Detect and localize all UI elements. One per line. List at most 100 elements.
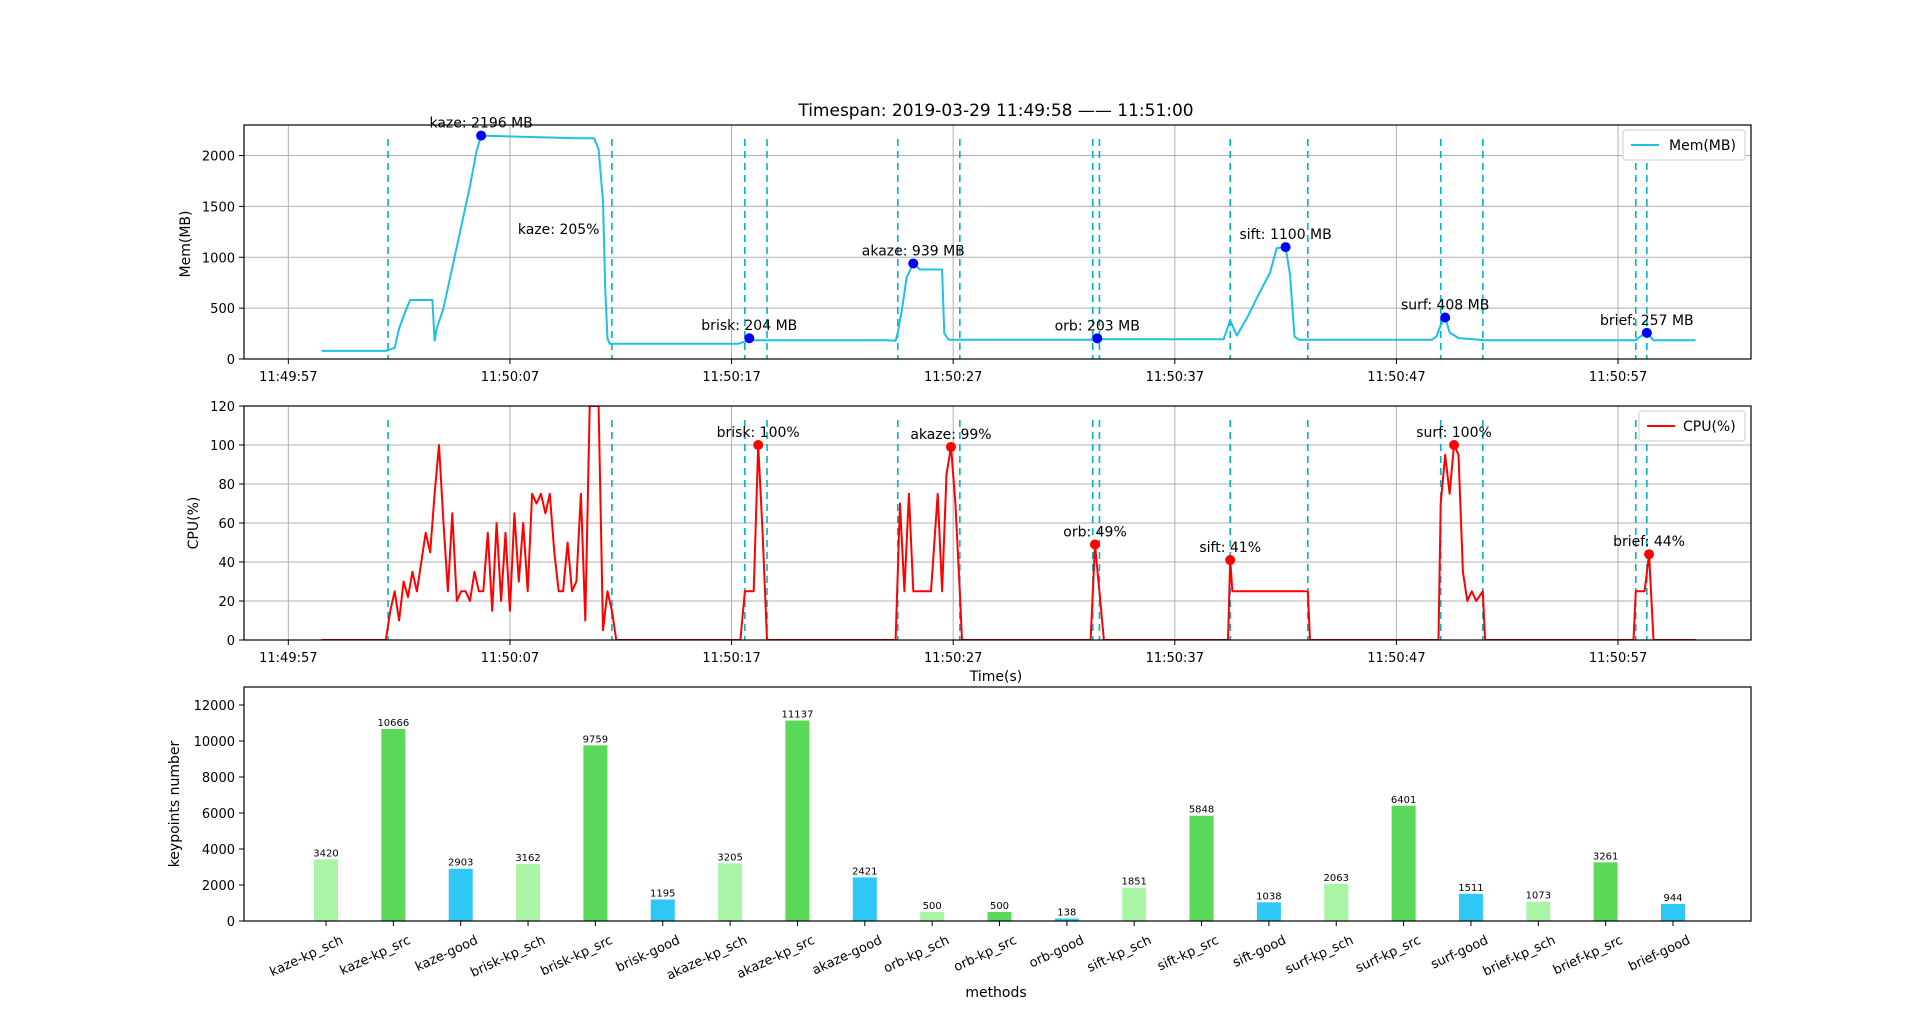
keypoints-bar-value-label: 10666: [377, 718, 409, 729]
keypoints-bar-value-label: 2063: [1324, 873, 1349, 884]
keypoints-bar-value-label: 944: [1663, 893, 1682, 904]
memory-legend: Mem(MB): [1622, 129, 1746, 161]
memory-y-tick-label: 1500: [202, 200, 235, 215]
keypoints-x-tick-label: akaze-kp_src: [735, 933, 817, 982]
cpu-y-tick-label: 40: [218, 556, 235, 571]
memory-peak-marker: [908, 258, 919, 269]
cpu-peak-marker: [945, 441, 956, 452]
keypoints-bar-value-label: 1195: [650, 888, 675, 899]
keypoints-x-tick-label: brisk-kp_src: [539, 933, 616, 979]
memory-peak-label: sift: 1100 MB: [1239, 227, 1331, 243]
cpu-y-tick-label: 0: [227, 634, 235, 649]
keypoints-bar-value-label: 500: [990, 901, 1009, 912]
keypoints-y-tick-label: 4000: [202, 843, 235, 858]
chart-title: Timespan: 2019-03-29 11:49:58 —— 11:51:0…: [797, 101, 1193, 121]
keypoints-bar: [1661, 904, 1685, 921]
cpu-peak-label: orb: 49%: [1063, 524, 1127, 540]
keypoints-bar: [1189, 815, 1214, 921]
keypoints-x-tick-label: brief-kp_src: [1551, 933, 1625, 978]
memory-x-tick-label: 11:50:27: [924, 370, 982, 385]
cpu-plot-frame: [243, 405, 1752, 641]
keypoints-bar: [1054, 918, 1079, 921]
keypoints-x-tick-label: surf-kp_src: [1353, 933, 1423, 976]
cpu-y-axis-label: CPU(%): [186, 497, 202, 550]
cpu-panel: CPU(%) Time(s) 11:49:57 11:50:07 11:50:17 1…: [186, 400, 1752, 685]
memory-x-tick-label: 11:50:57: [1589, 370, 1647, 385]
cpu-peak-marker: [1090, 539, 1101, 550]
keypoints-bar-value-label: 11137: [782, 710, 814, 721]
memory-peak-marker: [1641, 327, 1652, 338]
keypoints-bar: [1324, 883, 1349, 921]
keypoints-panel: keypoints number methods 0 2000 4000 6000 80…: [167, 686, 1752, 1001]
memory-y-tick-label: 2000: [202, 150, 235, 165]
keypoints-bar-value-label: 3261: [1593, 851, 1618, 862]
keypoints-y-axis-label: keypoints number: [167, 740, 183, 867]
memory-series-line: [321, 134, 1696, 352]
keypoints-y-tick-label: 10000: [194, 735, 235, 750]
keypoints-plot-frame: [243, 686, 1752, 922]
cpu-x-axis-label: Time(s): [969, 669, 1022, 685]
keypoints-bar-value-label: 6401: [1391, 795, 1416, 806]
cpu-y-tick-label: 20: [218, 595, 235, 610]
memory-y-tick-label: 1000: [202, 251, 235, 266]
keypoints-bar: [448, 868, 473, 921]
keypoints-bar-value-label: 1511: [1458, 883, 1483, 894]
keypoints-bar: [1122, 887, 1147, 921]
memory-panel: Timespan: 2019-03-29 11:49:58 —— 11:51:0…: [178, 101, 1752, 385]
keypoints-x-tick-label: brief-kp_sch: [1481, 933, 1558, 980]
memory-peak-label: kaze: 2196 MB: [429, 116, 532, 132]
keypoints-y-tick-label: 0: [227, 915, 235, 930]
keypoints-bar: [1256, 902, 1281, 921]
cpu-peak-label: brief: 44%: [1613, 534, 1685, 550]
memory-x-tick-label: 11:50:37: [1146, 370, 1204, 385]
keypoints-bar-value-label: 3420: [313, 848, 338, 859]
memory-peak-marker: [476, 130, 487, 141]
cpu-peak-label: surf: 100%: [1416, 425, 1492, 441]
memory-y-axis-label: Mem(MB): [178, 211, 194, 278]
keypoints-bar-value-label: 2421: [852, 866, 877, 877]
cpu-y-tick-label: 120: [210, 400, 235, 415]
keypoints-bar-value-label: 3162: [515, 853, 540, 864]
keypoints-x-tick-label: sift-good: [1231, 933, 1289, 971]
memory-x-tick-label: 11:50:17: [702, 370, 760, 385]
keypoints-bar: [381, 729, 406, 921]
keypoints-y-tick-label: 6000: [202, 807, 235, 822]
keypoints-bar-value-label: 3205: [717, 852, 742, 863]
keypoints-x-tick-label: brisk-kp_sch: [468, 933, 547, 981]
cpu-peak-label: sift: 41%: [1199, 540, 1261, 556]
cpu-peak-label: akaze: 99%: [910, 427, 991, 443]
keypoints-bar: [718, 863, 743, 921]
cpu-x-tick-label: 11:50:37: [1146, 651, 1204, 666]
kaze-cpu-note: kaze: 205%: [518, 222, 600, 238]
memory-y-tick-label: 0: [227, 353, 235, 368]
cpu-peak-marker: [1225, 555, 1236, 566]
keypoints-bar: [583, 745, 608, 921]
keypoints-y-tick-label: 2000: [202, 879, 235, 894]
keypoints-x-tick-label: sift-kp_sch: [1085, 933, 1154, 976]
memory-peak-label: akaze: 939 MB: [862, 243, 965, 259]
memory-peak-label: surf: 408 MB: [1401, 297, 1489, 313]
keypoints-bar: [650, 899, 675, 921]
cpu-peak-marker: [1449, 440, 1460, 450]
keypoints-bar-value-label: 1073: [1526, 891, 1551, 902]
memory-peak-marker: [744, 333, 755, 344]
cpu-legend: CPU(%): [1638, 410, 1746, 442]
memory-x-tick-label: 11:50:47: [1367, 370, 1425, 385]
keypoints-bar-value-label: 1851: [1121, 877, 1146, 888]
keypoints-y-tick-label: 12000: [194, 699, 235, 714]
memory-peak-label: brief: 257 MB: [1600, 313, 1694, 329]
keypoints-bar-value-label: 138: [1057, 908, 1076, 919]
keypoints-x-tick-label: orb-kp_src: [952, 933, 1020, 975]
keypoints-x-axis-label: methods: [965, 985, 1026, 1001]
keypoints-bar: [920, 912, 945, 921]
cpu-x-tick-label: 11:50:27: [924, 651, 982, 666]
cpu-peak-label: brisk: 100%: [717, 425, 800, 441]
keypoints-x-tick-label: akaze-good: [810, 933, 884, 978]
cpu-x-tick-label: 11:50:47: [1367, 651, 1425, 666]
memory-x-tick-label: 11:50:07: [481, 370, 539, 385]
memory-peak-label: orb: 203 MB: [1055, 318, 1140, 334]
cpu-peak-marker: [1644, 549, 1655, 560]
memory-peak-marker: [1280, 242, 1291, 253]
memory-y-tick-label: 500: [210, 302, 235, 317]
